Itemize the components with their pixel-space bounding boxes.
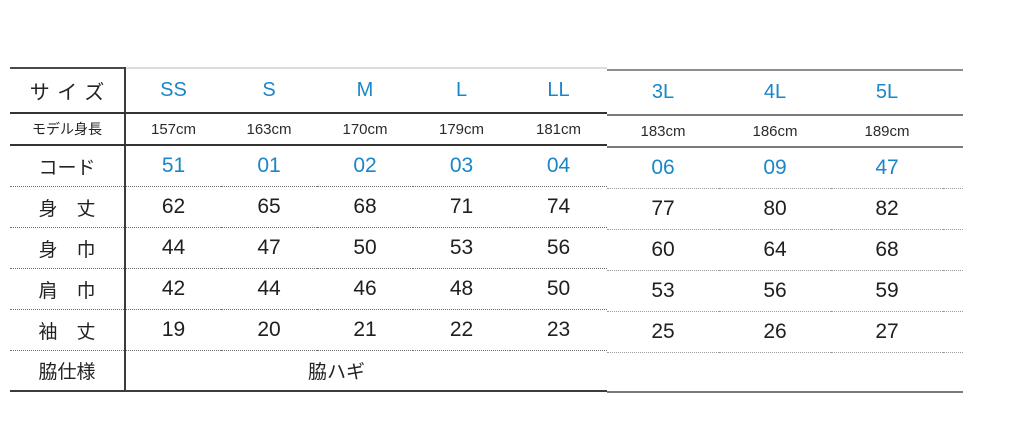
model-height-3l: 183cm — [607, 115, 719, 148]
body-length-m: 68 — [317, 186, 413, 228]
shoulder-width-m: 46 — [317, 268, 413, 310]
spacer-cell — [943, 147, 963, 189]
model-height-s: 163cm — [221, 113, 317, 146]
size-col-l: L — [413, 67, 510, 114]
body-width-label: 身巾 — [10, 227, 126, 269]
size-col-m: M — [317, 67, 413, 114]
model-height-ll: 181cm — [510, 113, 607, 146]
shoulder-width-ss: 42 — [125, 268, 221, 310]
model-height-row-ext: 183cm 186cm 189cm — [607, 115, 963, 148]
body-width-ss: 44 — [125, 227, 221, 269]
sleeve-length-ss: 19 — [125, 309, 221, 351]
shoulder-width-row: 肩巾 42 44 46 48 50 — [10, 268, 607, 310]
code-3l: 06 — [607, 147, 719, 189]
shoulder-width-l: 48 — [413, 268, 510, 310]
shoulder-width-4l: 56 — [719, 270, 831, 312]
body-length-4l: 80 — [719, 188, 831, 230]
body-width-ll: 56 — [510, 227, 607, 269]
body-length-l: 71 — [413, 186, 510, 228]
code-ll: 04 — [510, 145, 607, 187]
model-height-m: 170cm — [317, 113, 413, 146]
model-height-ss: 157cm — [125, 113, 221, 146]
body-width-row: 身巾 44 47 50 53 56 — [10, 227, 607, 269]
side-spec-value: 脇ハギ — [125, 350, 607, 392]
size-table-main: サイズ SS S M L LL モデル身長 157cm 163cm 170cm … — [10, 67, 607, 392]
sleeve-length-l: 22 — [413, 309, 510, 351]
size-header-label: サイズ — [10, 67, 126, 114]
spacer-cell — [943, 115, 963, 148]
body-width-4l: 64 — [719, 229, 831, 271]
code-5l: 47 — [831, 147, 943, 189]
sleeve-length-s: 20 — [221, 309, 317, 351]
model-height-l: 179cm — [413, 113, 510, 146]
body-length-row: 身丈 62 65 68 71 74 — [10, 186, 607, 228]
extended-empty-cell — [607, 352, 963, 393]
size-col-3l: 3L — [607, 69, 719, 116]
shoulder-width-label: 肩巾 — [10, 268, 126, 310]
shoulder-width-ll: 50 — [510, 268, 607, 310]
body-width-m: 50 — [317, 227, 413, 269]
sleeve-length-3l: 25 — [607, 311, 719, 353]
size-header-row: サイズ SS S M L LL — [10, 67, 607, 114]
sleeve-length-m: 21 — [317, 309, 413, 351]
side-spec-label: 脇仕様 — [10, 350, 126, 392]
body-width-row-ext: 60 64 68 — [607, 229, 963, 271]
code-ss: 51 — [125, 145, 221, 187]
size-table-extended: 3L 4L 5L 183cm 186cm 189cm 06 09 47 77 8… — [607, 69, 963, 393]
body-length-5l: 82 — [831, 188, 943, 230]
shoulder-width-5l: 59 — [831, 270, 943, 312]
size-col-s: S — [221, 67, 317, 114]
body-length-row-ext: 77 80 82 — [607, 188, 963, 230]
size-header-row-ext: 3L 4L 5L — [607, 69, 963, 116]
code-row-ext: 06 09 47 — [607, 147, 963, 189]
body-length-s: 65 — [221, 186, 317, 228]
body-length-label: 身丈 — [10, 186, 126, 228]
spacer-cell — [943, 311, 963, 353]
size-col-ss: SS — [125, 67, 221, 114]
shoulder-width-s: 44 — [221, 268, 317, 310]
sleeve-length-4l: 26 — [719, 311, 831, 353]
model-height-4l: 186cm — [719, 115, 831, 148]
sleeve-length-row: 袖丈 19 20 21 22 23 — [10, 309, 607, 351]
side-spec-row-ext — [607, 352, 963, 393]
spacer-cell — [943, 229, 963, 271]
code-l: 03 — [413, 145, 510, 187]
code-m: 02 — [317, 145, 413, 187]
body-length-ss: 62 — [125, 186, 221, 228]
code-row: コード 51 01 02 03 04 — [10, 145, 607, 187]
size-col-5l: 5L — [831, 69, 943, 116]
body-width-l: 53 — [413, 227, 510, 269]
size-col-4l: 4L — [719, 69, 831, 116]
code-s: 01 — [221, 145, 317, 187]
size-col-ll: LL — [510, 67, 607, 114]
spacer-cell — [943, 188, 963, 230]
model-height-5l: 189cm — [831, 115, 943, 148]
sleeve-length-ll: 23 — [510, 309, 607, 351]
body-width-s: 47 — [221, 227, 317, 269]
sleeve-length-5l: 27 — [831, 311, 943, 353]
code-label: コード — [10, 145, 126, 187]
sleeve-length-row-ext: 25 26 27 — [607, 311, 963, 353]
code-4l: 09 — [719, 147, 831, 189]
body-length-ll: 74 — [510, 186, 607, 228]
shoulder-width-row-ext: 53 56 59 — [607, 270, 963, 312]
sleeve-length-label: 袖丈 — [10, 309, 126, 351]
body-width-3l: 60 — [607, 229, 719, 271]
spacer-cell — [943, 69, 963, 116]
spacer-cell — [943, 270, 963, 312]
side-spec-row: 脇仕様 脇ハギ — [10, 350, 607, 392]
shoulder-width-3l: 53 — [607, 270, 719, 312]
model-height-row: モデル身長 157cm 163cm 170cm 179cm 181cm — [10, 113, 607, 146]
body-length-3l: 77 — [607, 188, 719, 230]
model-height-label: モデル身長 — [10, 113, 126, 146]
body-width-5l: 68 — [831, 229, 943, 271]
